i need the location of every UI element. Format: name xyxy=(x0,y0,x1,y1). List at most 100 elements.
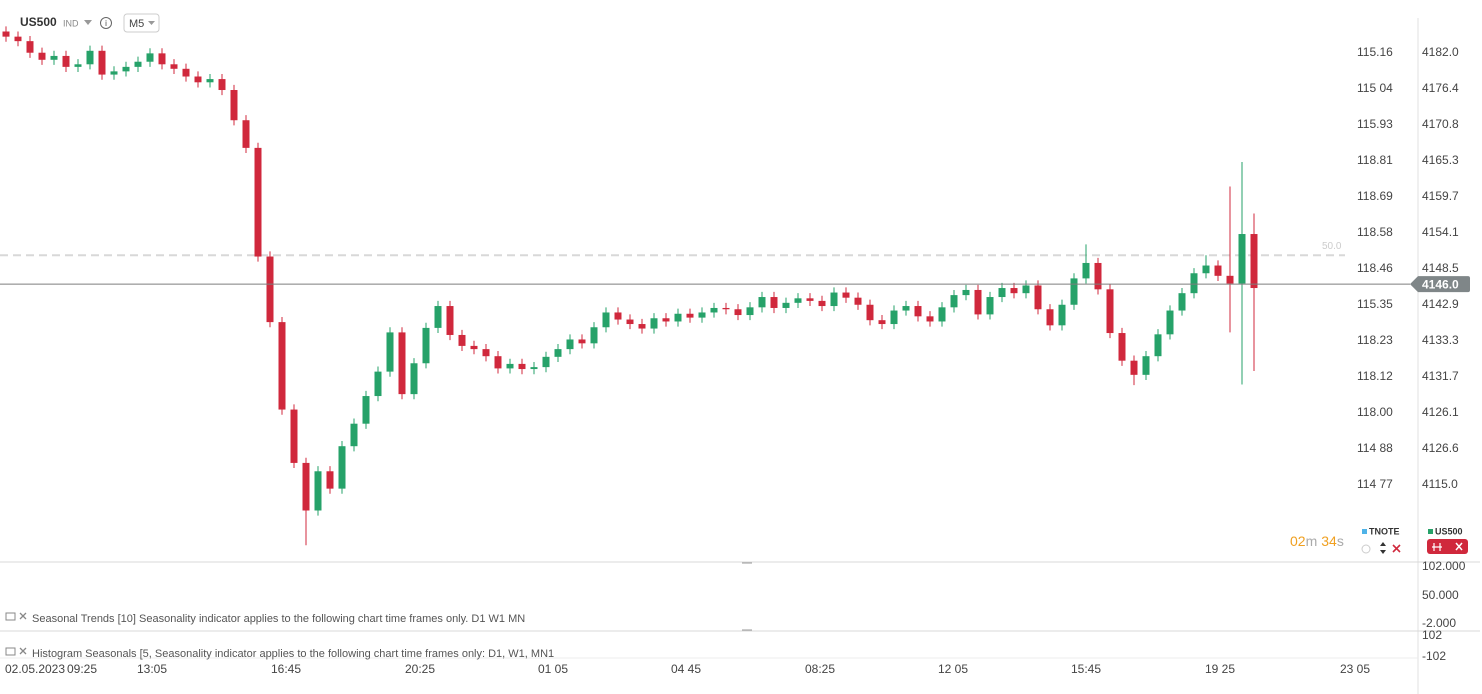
legend-swatch xyxy=(1428,529,1433,534)
candle-body xyxy=(866,304,874,321)
x-tick-label: 12 05 xyxy=(938,662,968,676)
y-tick-label: 4154.1 xyxy=(1422,225,1459,239)
candle-body xyxy=(230,90,238,121)
panel-icon xyxy=(5,612,16,621)
x-tick-label: 09:25 xyxy=(67,662,97,676)
candle-body xyxy=(194,76,202,83)
candle-body xyxy=(338,446,346,489)
candle-body xyxy=(1130,360,1138,375)
info-icon[interactable] xyxy=(100,17,112,29)
candle-body xyxy=(146,53,154,62)
candle-body xyxy=(806,298,814,301)
countdown-part: s xyxy=(1337,533,1344,549)
countdown: 02m 34s xyxy=(1290,533,1344,549)
candle-body xyxy=(962,289,970,296)
candle-body xyxy=(614,312,622,320)
close-icon[interactable] xyxy=(1392,544,1401,553)
candle-body xyxy=(854,297,862,305)
candle-body xyxy=(842,292,850,298)
candle-body xyxy=(266,256,274,323)
candle-body xyxy=(1202,265,1210,274)
x-tick-label: 08:25 xyxy=(805,662,835,676)
candle-body xyxy=(1058,304,1066,326)
candle-body xyxy=(746,307,754,316)
candle-body xyxy=(782,302,790,308)
countdown-part: 34 xyxy=(1321,533,1337,549)
candle-body xyxy=(1154,334,1162,357)
candle-body xyxy=(506,363,514,369)
candle-body xyxy=(182,68,190,77)
candle-body xyxy=(218,79,226,91)
candle-body xyxy=(314,471,322,511)
secondary-axis-label: 118.46 xyxy=(1357,261,1393,275)
candle-body xyxy=(542,356,550,368)
candle-body xyxy=(1226,275,1234,284)
candle-body xyxy=(1082,262,1090,279)
series-controls[interactable] xyxy=(1427,539,1468,554)
y-tick-label: 4133.3 xyxy=(1422,333,1459,347)
eye-icon[interactable] xyxy=(1361,544,1371,554)
candle-body xyxy=(998,288,1006,298)
secondary-axis-label: 118.00 xyxy=(1357,405,1393,419)
current-price-tag xyxy=(1410,276,1470,293)
candle-body xyxy=(902,306,910,311)
x-tick-label: 23 05 xyxy=(1340,662,1370,676)
candle-body xyxy=(362,396,370,424)
timeframe-select[interactable] xyxy=(123,13,160,33)
candle-body xyxy=(422,327,430,364)
indicator-icon[interactable] xyxy=(1432,543,1442,551)
panel-axis-label: -2.000 xyxy=(1422,616,1456,630)
candle-body xyxy=(374,371,382,397)
candle-body xyxy=(914,306,922,317)
secondary-axis-label: 118.58 xyxy=(1357,225,1393,239)
candle-body xyxy=(2,31,10,37)
candle-body xyxy=(110,71,118,75)
candle-body xyxy=(1250,234,1258,289)
x-tick-label: 16:45 xyxy=(271,662,301,676)
candle-body xyxy=(950,295,958,308)
candle-body xyxy=(398,332,406,395)
secondary-axis-label: 118.12 xyxy=(1357,369,1393,383)
panel-icon xyxy=(5,647,16,656)
candle-body xyxy=(158,53,166,65)
sort-icon[interactable] xyxy=(1380,542,1386,554)
candle-body xyxy=(734,309,742,316)
secondary-axis-label: 115 04 xyxy=(1357,81,1393,95)
secondary-axis-label: 118.23 xyxy=(1357,333,1393,347)
y-tick-label: 4148.5 xyxy=(1422,261,1459,275)
candle-body xyxy=(554,349,562,357)
panel-text: Histogram Seasonals [5, Seasonality indi… xyxy=(32,648,554,660)
timeframe: M5 xyxy=(129,18,144,30)
x-tick-label: 15:45 xyxy=(1071,662,1101,676)
candle-body xyxy=(530,367,538,370)
candle-body xyxy=(242,120,250,148)
candle-body xyxy=(590,327,598,344)
candle-body xyxy=(566,339,574,350)
y-tick-label: 4165.3 xyxy=(1422,153,1459,167)
candle-body xyxy=(290,409,298,463)
candle-body xyxy=(1238,234,1246,284)
y-tick-label: 4159.7 xyxy=(1422,189,1459,203)
secondary-axis-label: 114 88 xyxy=(1357,441,1393,455)
candle-body xyxy=(890,310,898,325)
candle-body xyxy=(86,50,94,65)
candle-body xyxy=(1010,288,1018,294)
x-tick-label: 19 25 xyxy=(1205,662,1235,676)
candle-body xyxy=(638,324,646,329)
candle-body xyxy=(98,50,106,75)
candle-body xyxy=(302,462,310,511)
candle-body xyxy=(1118,333,1126,361)
candle-body xyxy=(938,307,946,322)
panel-close xyxy=(19,612,27,620)
candle-body xyxy=(1022,285,1030,294)
secondary-axis-label: 115.93 xyxy=(1357,117,1393,131)
candle-body xyxy=(1106,289,1114,334)
dropdown-arrow[interactable] xyxy=(84,20,92,25)
current-price-label: 4146.0 xyxy=(1422,277,1459,291)
close-icon[interactable] xyxy=(1455,542,1463,551)
symbol[interactable]: US500 xyxy=(20,15,57,29)
candle-body xyxy=(470,345,478,350)
candle-body xyxy=(326,471,334,489)
